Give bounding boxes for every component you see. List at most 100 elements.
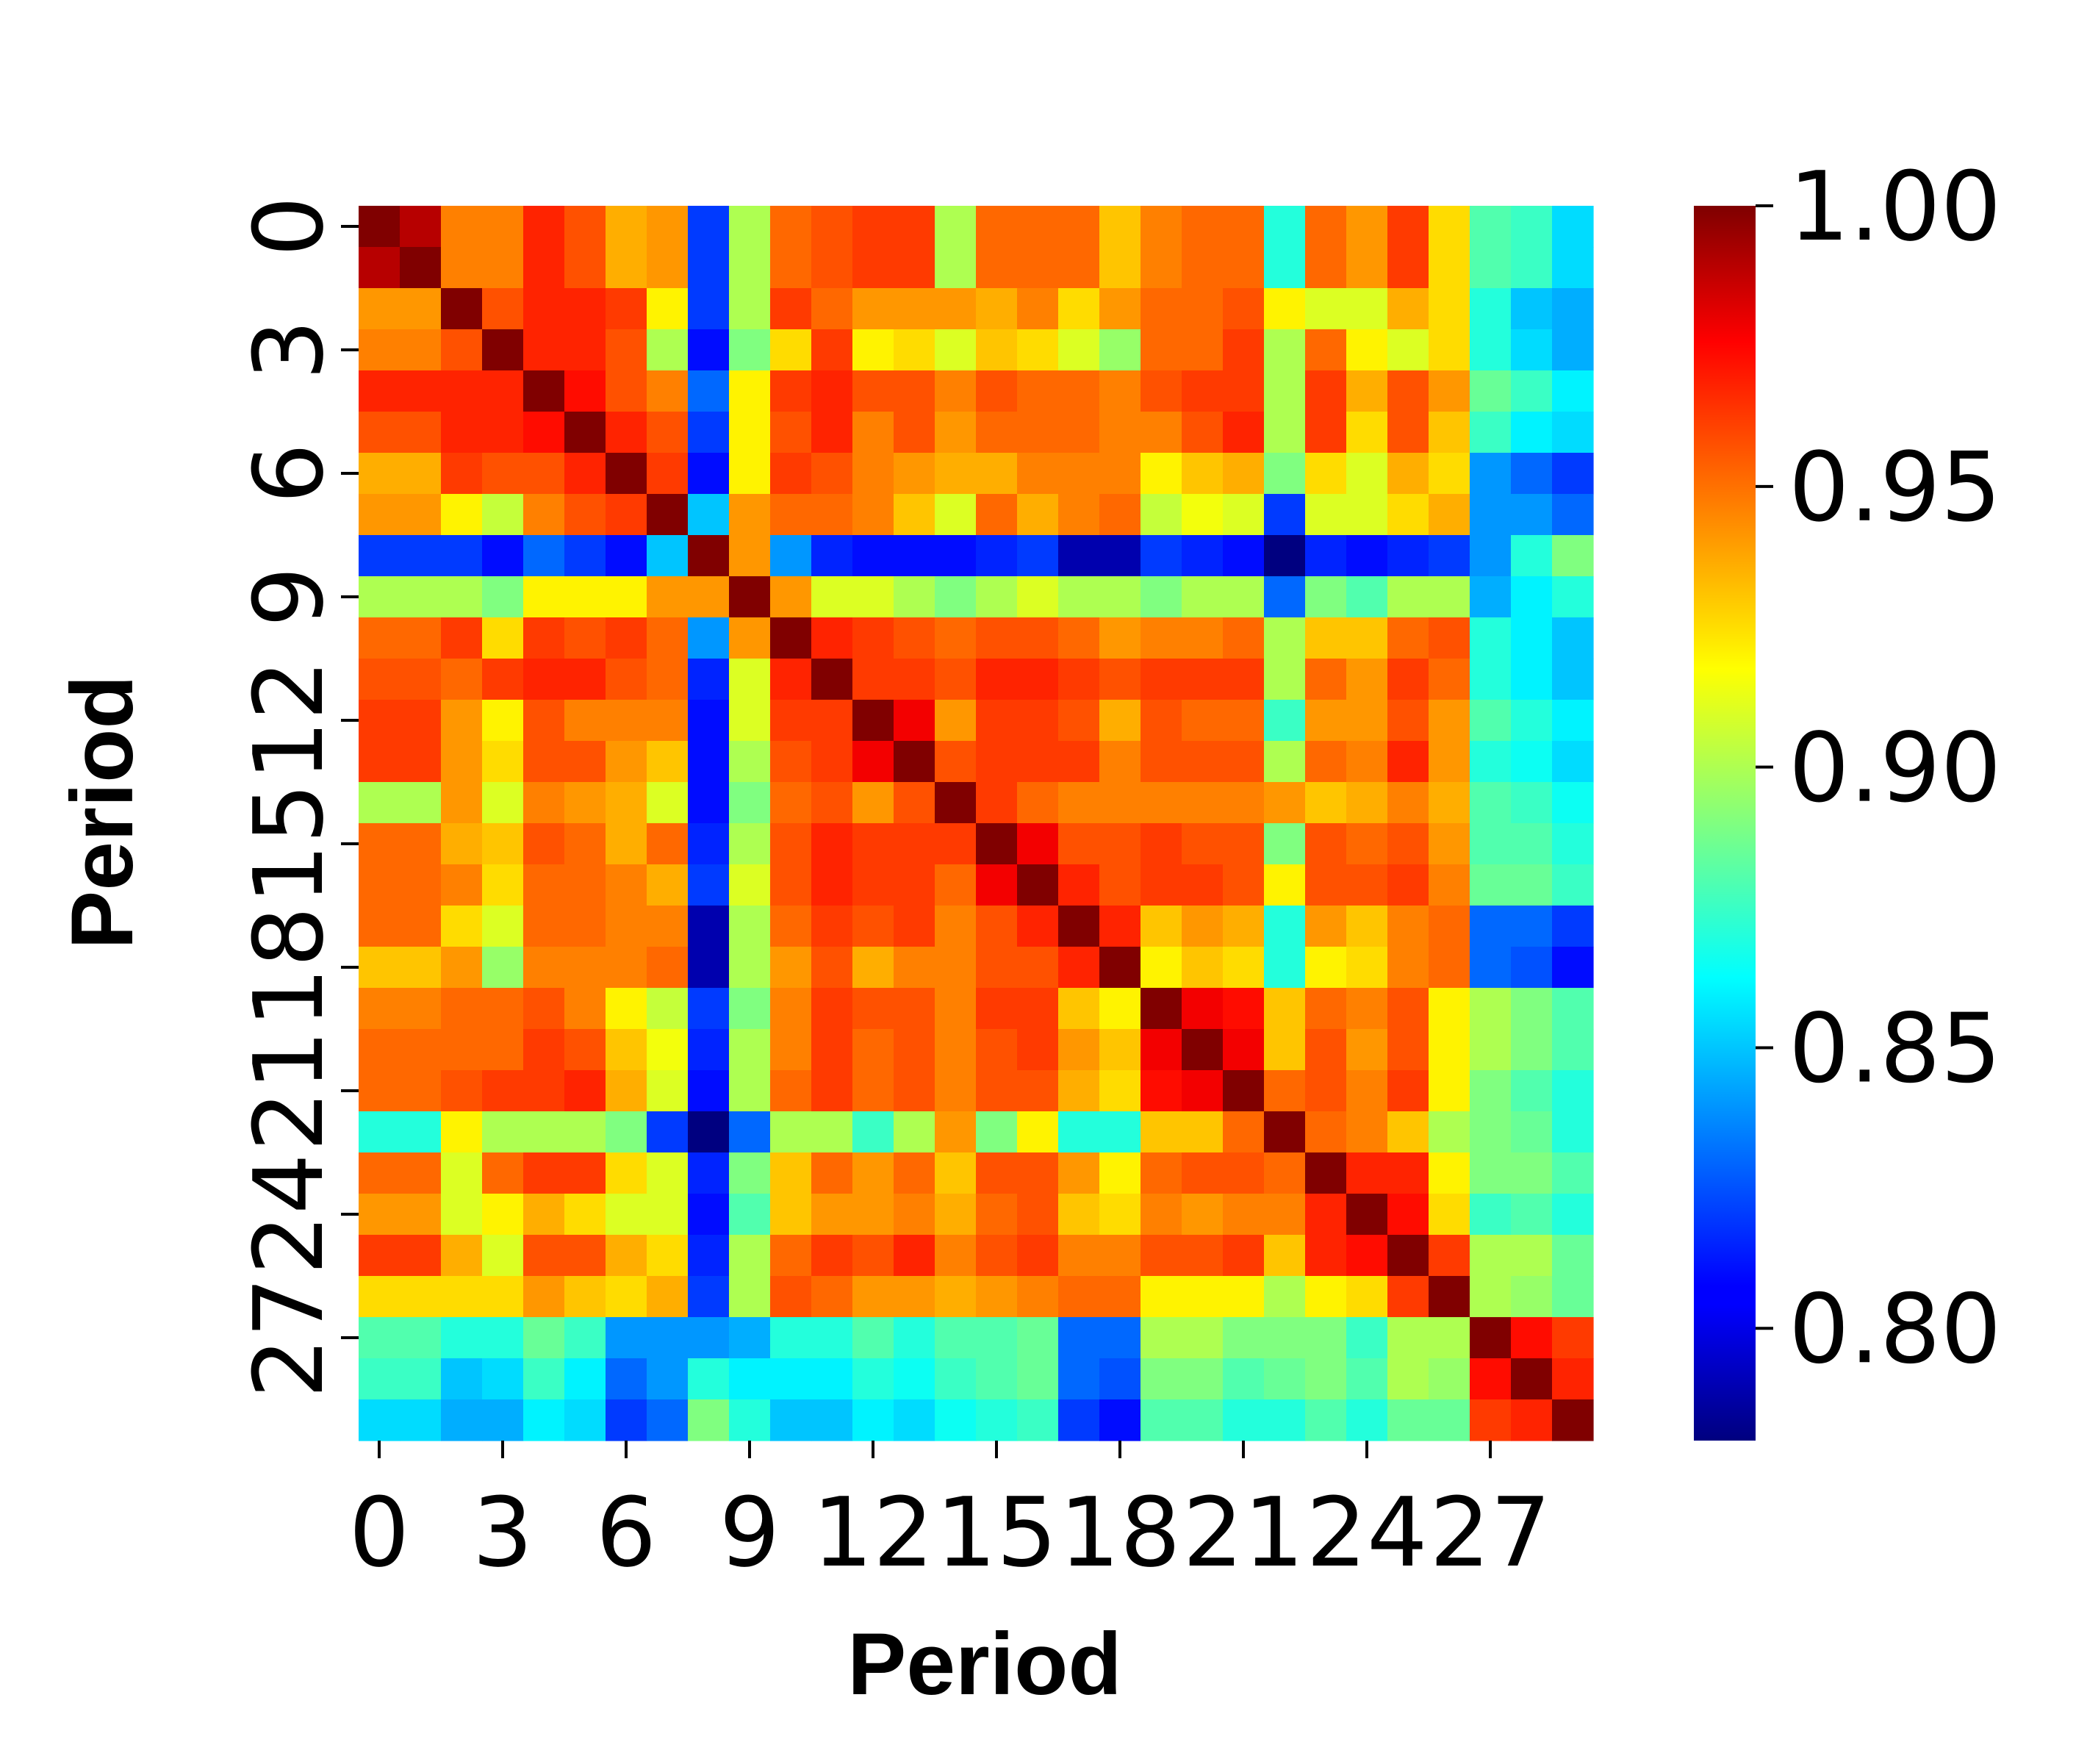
heatmap-cell bbox=[1223, 535, 1265, 577]
heatmap-cell bbox=[1470, 412, 1512, 453]
heatmap-cell bbox=[1141, 1070, 1182, 1112]
heatmap-cell bbox=[1182, 329, 1224, 371]
heatmap-cell bbox=[1429, 988, 1470, 1030]
heatmap-cell bbox=[1470, 1358, 1512, 1400]
heatmap-cell bbox=[1017, 1111, 1059, 1153]
heatmap-cell bbox=[1470, 659, 1512, 700]
heatmap-cell bbox=[1058, 494, 1100, 536]
heatmap-cell bbox=[770, 741, 812, 783]
heatmap-cell bbox=[1141, 1317, 1182, 1359]
colorbar bbox=[1694, 206, 1756, 1441]
heatmap-cell bbox=[1058, 453, 1100, 495]
heatmap-cell bbox=[523, 288, 565, 330]
heatmap-cell bbox=[1305, 329, 1347, 371]
heatmap-cell bbox=[894, 906, 935, 947]
heatmap-cell bbox=[688, 988, 730, 1030]
heatmap-cell bbox=[1387, 1235, 1429, 1277]
heatmap-cell bbox=[1470, 1194, 1512, 1236]
heatmap-cell bbox=[1429, 741, 1470, 783]
heatmap-cell bbox=[729, 535, 771, 577]
heatmap-cell bbox=[1346, 1029, 1388, 1071]
heatmap-cell bbox=[647, 1317, 689, 1359]
heatmap-cell bbox=[1182, 1070, 1224, 1112]
heatmap-cell bbox=[770, 329, 812, 371]
heatmap-cell bbox=[729, 906, 771, 947]
heatmap-cell bbox=[1141, 206, 1182, 248]
heatmap-cell bbox=[441, 247, 483, 289]
heatmap-cell bbox=[359, 1029, 400, 1071]
heatmap-cell bbox=[976, 864, 1018, 906]
heatmap-cell bbox=[935, 288, 977, 330]
heatmap-cell bbox=[1182, 247, 1224, 289]
heatmap-cell bbox=[1346, 1276, 1388, 1318]
heatmap-cell bbox=[359, 1070, 400, 1112]
heatmap-cell bbox=[1305, 906, 1347, 947]
heatmap-cell bbox=[1223, 1152, 1265, 1194]
heatmap-cell bbox=[1141, 288, 1182, 330]
heatmap-cell bbox=[1346, 370, 1388, 412]
heatmap-cell bbox=[1264, 453, 1306, 495]
heatmap-cell bbox=[1305, 247, 1347, 289]
heatmap-cell bbox=[482, 947, 524, 989]
heatmap-cell bbox=[523, 988, 565, 1030]
heatmap-cell bbox=[729, 329, 771, 371]
heatmap-cell bbox=[852, 823, 894, 865]
heatmap-cell bbox=[729, 988, 771, 1030]
heatmap-cell bbox=[1058, 1152, 1100, 1194]
heatmap-cell bbox=[688, 1070, 730, 1112]
heatmap-cell bbox=[523, 576, 565, 618]
heatmap-cell bbox=[1017, 206, 1059, 248]
heatmap-cell bbox=[1223, 700, 1265, 742]
heatmap-cell bbox=[482, 453, 524, 495]
heatmap-cell bbox=[1387, 412, 1429, 453]
heatmap-cell bbox=[1429, 206, 1470, 248]
heatmap-cell bbox=[647, 494, 689, 536]
heatmap-cell bbox=[729, 1070, 771, 1112]
heatmap-cell bbox=[1552, 576, 1594, 618]
heatmap-cell bbox=[400, 1029, 442, 1071]
heatmap-cell bbox=[852, 700, 894, 742]
heatmap-cell bbox=[1141, 535, 1182, 577]
heatmap-cell bbox=[852, 247, 894, 289]
heatmap-cell bbox=[1470, 906, 1512, 947]
heatmap-cell bbox=[894, 1399, 935, 1441]
heatmap-cell bbox=[482, 782, 524, 824]
heatmap-cell bbox=[1346, 494, 1388, 536]
heatmap-cell bbox=[1511, 535, 1553, 577]
heatmap-cell bbox=[564, 1194, 606, 1236]
heatmap-cell bbox=[770, 1070, 812, 1112]
heatmap-cell bbox=[1470, 494, 1512, 536]
heatmap-cell bbox=[1387, 288, 1429, 330]
heatmap-cell bbox=[359, 947, 400, 989]
heatmap-cell bbox=[1099, 535, 1141, 577]
heatmap-cell bbox=[1099, 1194, 1141, 1236]
heatmap-cell bbox=[1305, 988, 1347, 1030]
heatmap-cell bbox=[1017, 741, 1059, 783]
heatmap-cell bbox=[770, 1029, 812, 1071]
heatmap-cell bbox=[1552, 1111, 1594, 1153]
heatmap-cell bbox=[1470, 329, 1512, 371]
heatmap-cell bbox=[729, 453, 771, 495]
heatmap-cell bbox=[1305, 535, 1347, 577]
heatmap-cell bbox=[1346, 1111, 1388, 1153]
heatmap-cell bbox=[647, 1235, 689, 1277]
heatmap-cell bbox=[688, 906, 730, 947]
heatmap-cell bbox=[1223, 906, 1265, 947]
heatmap-cell bbox=[1429, 494, 1470, 536]
heatmap-cell bbox=[688, 453, 730, 495]
heatmap-cell bbox=[1429, 1029, 1470, 1071]
heatmap-cell bbox=[359, 906, 400, 947]
heatmap-cell bbox=[482, 494, 524, 536]
heatmap-cell bbox=[852, 329, 894, 371]
heatmap-cell bbox=[770, 1358, 812, 1400]
heatmap-cell bbox=[1223, 494, 1265, 536]
heatmap-cell bbox=[482, 576, 524, 618]
heatmap-cell bbox=[894, 576, 935, 618]
heatmap-cell bbox=[441, 700, 483, 742]
heatmap-cell bbox=[688, 864, 730, 906]
heatmap-cell bbox=[564, 412, 606, 453]
heatmap-cell bbox=[1552, 535, 1594, 577]
heatmap-cell bbox=[1099, 494, 1141, 536]
heatmap-cell bbox=[1346, 947, 1388, 989]
heatmap-cell bbox=[935, 1194, 977, 1236]
